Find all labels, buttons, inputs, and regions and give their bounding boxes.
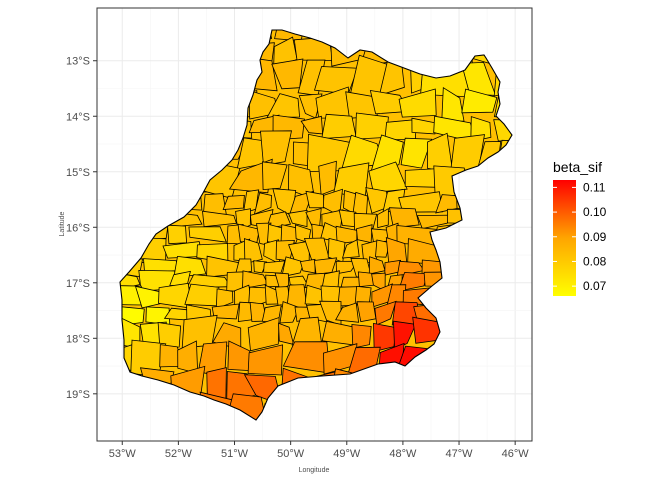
municipality-polygon (461, 88, 498, 114)
municipality-polygon (243, 238, 263, 265)
municipality-polygon (373, 322, 397, 353)
municipality-polygon (215, 288, 234, 310)
municipality-polygon (266, 93, 301, 118)
x-axis: 53°W 52°W 51°W 50°W 49°W 48°W 47°W 46°W (109, 441, 530, 460)
municipality-polygon (299, 258, 316, 274)
municipality-polygon (247, 344, 284, 376)
municipality-polygon (352, 191, 369, 215)
municipality-polygon (393, 320, 417, 350)
municipality-polygon (288, 209, 308, 228)
municipality-polygon (228, 158, 273, 194)
x-tick-label: 48°W (389, 448, 417, 460)
municipality-polygon (355, 112, 389, 140)
municipality-polygon (202, 193, 227, 215)
y-tick-label: 13°S (66, 56, 90, 68)
municipality-polygon (388, 207, 420, 229)
municipality-polygon (374, 300, 397, 326)
legend-label: 0.10 (583, 205, 607, 219)
legend-label: 0.09 (583, 230, 607, 244)
municipality-polygon (356, 301, 377, 323)
x-tick-label: 51°W (221, 448, 249, 460)
municipality-polygon (377, 208, 389, 229)
municipality-polygon (398, 88, 437, 118)
municipality-polygon (384, 119, 417, 141)
municipality-polygon (351, 324, 372, 349)
municipality-polygon (260, 130, 292, 166)
y-tick-label: 14°S (66, 111, 90, 123)
y-tick-label: 17°S (66, 278, 90, 290)
x-tick-label: 53°W (109, 448, 137, 460)
y-tick-label: 16°S (66, 222, 90, 234)
municipality-polygon (173, 255, 207, 278)
legend-title: beta_sif (553, 159, 602, 175)
municipality-polygon (211, 303, 240, 320)
municipality-polygon (375, 239, 391, 258)
municipality-polygon (157, 322, 182, 350)
x-axis-title: Longitude (299, 467, 330, 474)
municipality-polygon (167, 224, 188, 245)
municipality-polygon (318, 160, 337, 196)
municipality-polygon (247, 316, 280, 352)
x-tick-label: 46°W (502, 448, 530, 460)
y-tick-label: 19°S (66, 389, 90, 401)
legend-label: 0.11 (583, 180, 606, 194)
municipality-polygon (441, 86, 465, 124)
municipality-polygon (263, 260, 286, 274)
legend-ticks: 0.07 0.08 0.09 0.10 0.11 (553, 180, 607, 293)
municipality-polygon (188, 226, 228, 243)
municipality-polygon (335, 302, 360, 323)
y-tick-label: 15°S (66, 167, 90, 179)
municipality-polygon (400, 137, 433, 169)
municipality-polygon (261, 161, 288, 191)
municipality-polygon (235, 258, 253, 275)
x-tick-label: 52°W (165, 448, 193, 460)
x-tick-label: 50°W (277, 448, 305, 460)
x-tick-label: 49°W (333, 448, 361, 460)
plot-panel-border (96, 7, 533, 442)
municipality-polygon (253, 260, 268, 274)
y-tick-label: 18°S (66, 333, 90, 345)
municipality-polygon (222, 194, 245, 210)
state-border (119, 29, 513, 421)
color-legend: beta_sif 0.07 0.08 0.09 0.10 0.11 (553, 159, 607, 296)
municipality-polygon (368, 161, 408, 194)
y-axis: 13°S 14°S 15°S 16°S 17°S 18°S 19°S (66, 56, 97, 401)
x-tick-label: 47°W (446, 448, 474, 460)
municipality-polygon (341, 239, 360, 259)
municipality-polygon (279, 301, 300, 324)
municipality-polygon (184, 283, 220, 307)
y-axis-title: Latitude (59, 211, 66, 236)
legend-colorbar (553, 180, 576, 296)
municipality-polygon (253, 192, 272, 215)
municipality-polygon (281, 256, 305, 278)
municipality-polygon (321, 113, 357, 140)
legend-label: 0.07 (583, 279, 607, 293)
municipality-polygon (411, 117, 440, 135)
legend-label: 0.08 (583, 254, 607, 268)
municipality-polygon (202, 210, 237, 228)
